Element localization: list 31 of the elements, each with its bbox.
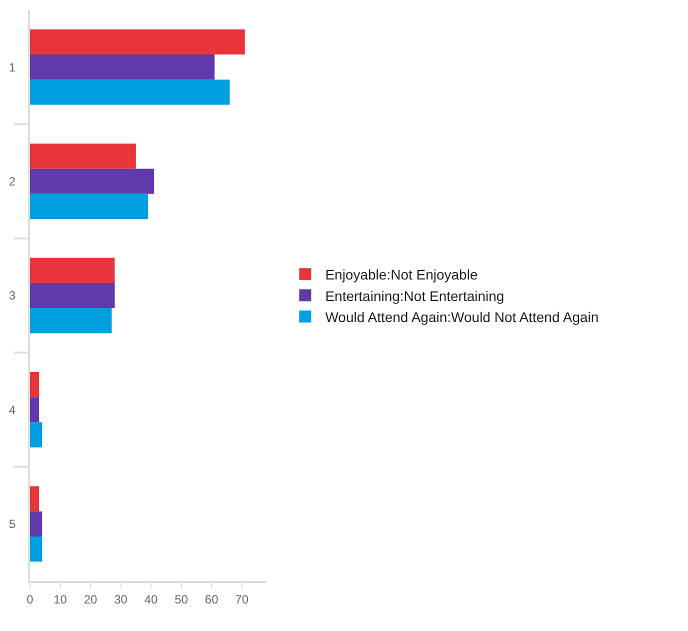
bar (30, 144, 136, 169)
x-tick-label: 0 (26, 592, 34, 606)
bar (30, 258, 115, 283)
x-tick-label: 30 (114, 592, 128, 606)
bar (30, 282, 115, 308)
legend-label: Would Attend Again:Would Not Attend Again (325, 308, 599, 325)
x-tick-label: 10 (54, 592, 68, 606)
bar (30, 54, 215, 80)
bar (30, 29, 245, 55)
x-tick-label: 60 (204, 592, 219, 606)
x-tick-label: 70 (235, 592, 249, 606)
x-tick-label: 40 (144, 592, 158, 606)
legend-label: Enjoyable:Not Enjoyable (325, 266, 478, 283)
bar (30, 397, 40, 422)
y-tick-label: 5 (8, 517, 16, 532)
bar (30, 194, 148, 219)
bar (30, 511, 42, 536)
y-tick-label: 4 (8, 402, 16, 417)
bar (30, 372, 40, 398)
x-tick-label: 50 (174, 592, 188, 606)
y-tick-label: 2 (8, 174, 16, 188)
y-tick-label: 3 (8, 288, 16, 303)
bar (30, 80, 230, 105)
bar (30, 486, 40, 512)
legend-label: Entertaining:Not Entertaining (325, 288, 504, 304)
x-tick-label: 20 (84, 592, 98, 606)
bar (30, 422, 42, 448)
bar (30, 308, 112, 334)
y-tick-label: 1 (8, 60, 16, 74)
bar (30, 536, 42, 562)
bar (30, 168, 154, 194)
